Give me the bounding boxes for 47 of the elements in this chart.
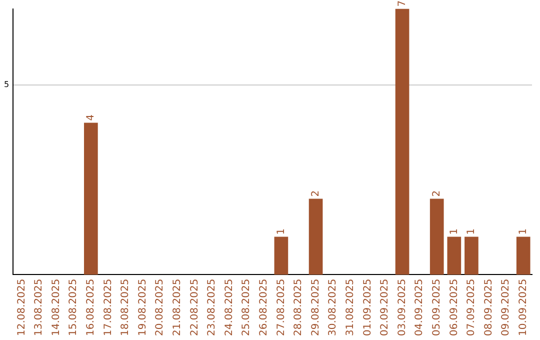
x-tick-label: 12.08.2025	[16, 278, 28, 336]
data-label: 4	[86, 114, 97, 121]
x-tick-label: 09.09.2025	[500, 278, 512, 336]
x-tick-label: 17.08.2025	[102, 278, 114, 336]
bar	[447, 236, 462, 275]
bar	[84, 122, 98, 275]
x-tick-label: 03.09.2025	[396, 278, 408, 336]
data-label: 2	[431, 190, 442, 197]
x-tick-label: 18.08.2025	[120, 278, 132, 336]
bar	[395, 8, 410, 275]
data-label: 7	[396, 0, 408, 7]
x-tick-label: 15.08.2025	[68, 278, 80, 336]
x-tick-label: 21.08.2025	[172, 278, 184, 336]
x-tick-label: 24.08.2025	[224, 278, 235, 336]
data-label: 1	[466, 228, 478, 235]
x-tick-label: 16.08.2025	[86, 278, 97, 336]
data-label: 1	[448, 228, 460, 235]
data-label: 2	[310, 190, 322, 197]
x-tick-label: 08.09.2025	[483, 278, 494, 336]
x-tick-label: 19.08.2025	[137, 278, 148, 336]
x-tick-label: 06.09.2025	[448, 278, 460, 336]
x-tick-label: 28.08.2025	[293, 278, 304, 336]
x-tick-label: 26.08.2025	[258, 278, 270, 336]
x-tick-label: 02.09.2025	[380, 278, 391, 336]
x-tick-label: 20.08.2025	[154, 278, 166, 336]
x-tick-label: 14.08.2025	[50, 278, 62, 336]
bar	[274, 236, 288, 275]
x-tick-label: 23.08.2025	[206, 278, 218, 336]
x-tick-label: 05.09.2025	[431, 278, 442, 336]
bar	[464, 236, 478, 275]
x-tick-label: 07.09.2025	[466, 278, 478, 336]
x-tick-label: 29.08.2025	[310, 278, 322, 336]
x-tick-label: 25.08.2025	[241, 278, 252, 336]
bar	[430, 198, 444, 275]
x-tick-label: 04.09.2025	[414, 278, 426, 336]
y-tick-label: 5	[4, 80, 10, 89]
x-tick-label: 30.08.2025	[328, 278, 339, 336]
bar	[308, 198, 323, 275]
x-tick-label: 01.09.2025	[362, 278, 374, 336]
x-tick-label: 22.08.2025	[189, 278, 200, 336]
x-tick-label: 10.09.2025	[518, 278, 529, 336]
x-tick-label: 27.08.2025	[276, 278, 287, 336]
x-tick-label: 13.08.2025	[34, 278, 45, 336]
data-label: 1	[518, 228, 529, 235]
data-label: 1	[276, 228, 287, 235]
bar	[516, 236, 530, 275]
x-tick-label: 31.08.2025	[344, 278, 356, 336]
